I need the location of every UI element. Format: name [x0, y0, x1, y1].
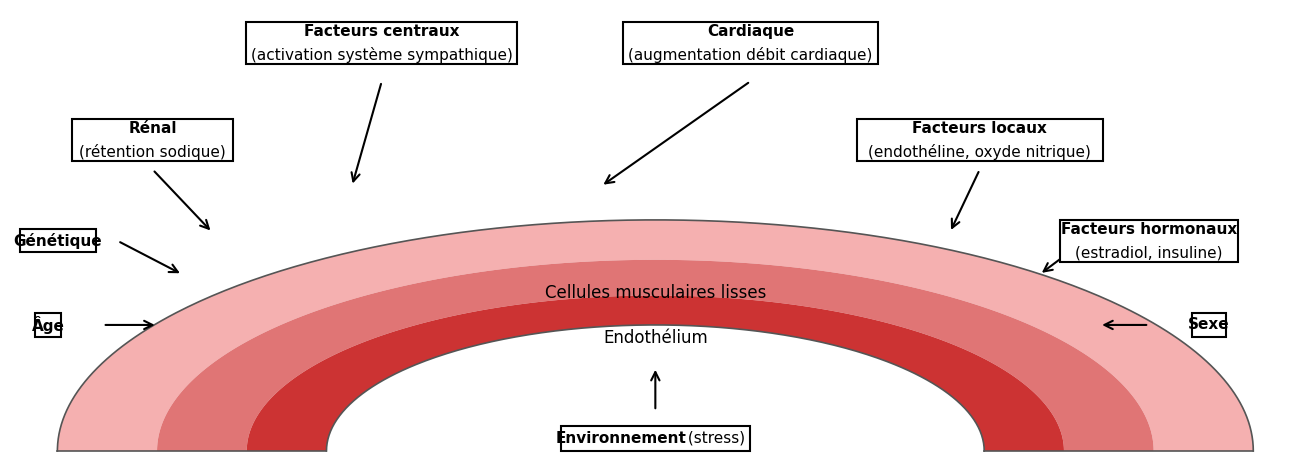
FancyBboxPatch shape [246, 22, 517, 65]
FancyBboxPatch shape [623, 22, 877, 65]
Text: Environnement (stress): Environnement (stress) [565, 431, 745, 446]
Text: (endothéline, oxyde nitrique): (endothéline, oxyde nitrique) [868, 144, 1092, 160]
FancyBboxPatch shape [35, 313, 60, 337]
Text: Environnement: Environnement [555, 431, 686, 446]
Polygon shape [58, 220, 1253, 451]
Text: Facteurs centraux: Facteurs centraux [304, 24, 459, 39]
Text: (stress): (stress) [682, 431, 745, 446]
Polygon shape [157, 260, 1153, 451]
FancyBboxPatch shape [20, 229, 96, 252]
Text: Rénal: Rénal [128, 121, 177, 136]
Text: Endothélium: Endothélium [603, 329, 708, 346]
FancyBboxPatch shape [72, 119, 233, 161]
Text: Âge: Âge [31, 316, 64, 334]
Text: Facteurs hormonaux: Facteurs hormonaux [1062, 222, 1237, 237]
FancyBboxPatch shape [857, 119, 1102, 161]
Text: (estradiol, insuline): (estradiol, insuline) [1076, 245, 1223, 260]
FancyBboxPatch shape [1192, 313, 1227, 337]
Text: Facteurs locaux: Facteurs locaux [912, 121, 1047, 136]
Text: Cellules musculaires lisses: Cellules musculaires lisses [545, 285, 766, 302]
Text: (activation système sympathique): (activation système sympathique) [251, 47, 513, 63]
Text: Sexe: Sexe [1189, 318, 1229, 332]
Text: (rétention sodique): (rétention sodique) [79, 144, 226, 160]
Text: Cardiaque: Cardiaque [707, 24, 795, 39]
Text: Génétique: Génétique [13, 233, 102, 249]
FancyBboxPatch shape [1060, 220, 1238, 262]
Text: (augmentation débit cardiaque): (augmentation débit cardiaque) [628, 47, 873, 63]
Polygon shape [246, 296, 1064, 451]
